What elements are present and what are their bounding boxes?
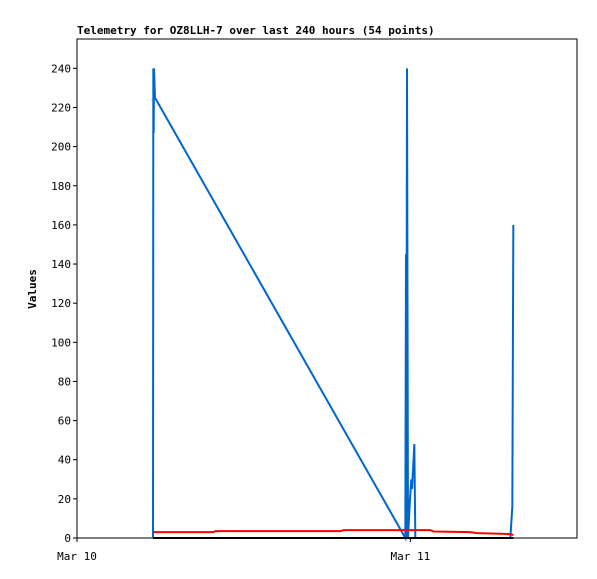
y-tick-label: 180 [51, 180, 71, 193]
y-tick-label: 60 [58, 415, 71, 428]
y-tick-label: 240 [51, 62, 71, 75]
x-tick-label: Mar 11 [390, 550, 430, 563]
series-line [153, 529, 514, 537]
y-tick-label: 40 [58, 454, 71, 467]
y-tick-label: 0 [64, 532, 71, 545]
chart-title: Telemetry for OZ8LLH-7 over last 240 hou… [77, 24, 435, 37]
x-tick-label: Mar 10 [57, 550, 97, 563]
y-tick-label: 160 [51, 219, 71, 232]
y-tick-label: 20 [58, 493, 71, 506]
y-tick-label: 80 [58, 375, 71, 388]
y-tick-label: 140 [51, 258, 71, 271]
y-tick-label: 100 [51, 336, 71, 349]
y-axis-label: Values [26, 269, 39, 309]
y-tick-label: 200 [51, 141, 71, 154]
y-tick-label: 220 [51, 101, 71, 114]
y-tick-label: 120 [51, 297, 71, 310]
